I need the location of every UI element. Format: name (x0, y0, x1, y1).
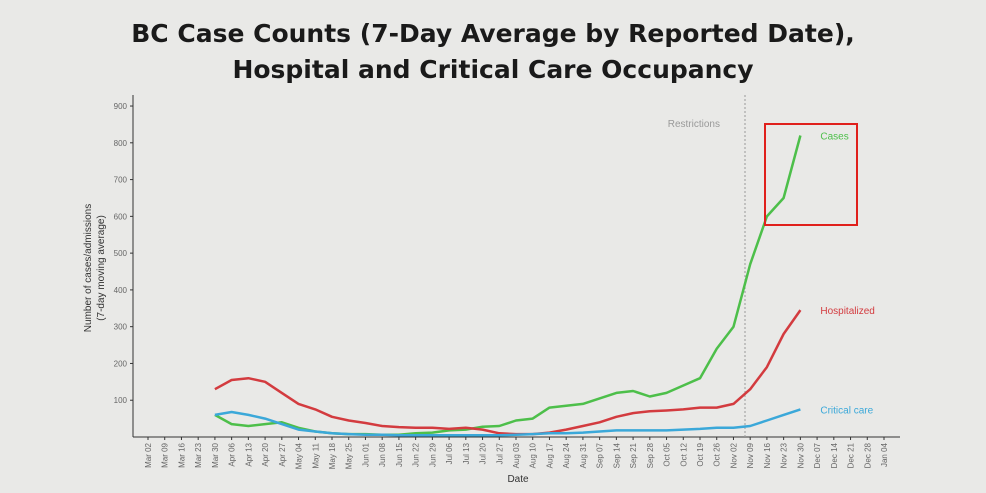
x-tick-label: Aug 10 (529, 442, 538, 468)
plot-area: 100 200 300 400 500 600 700 800 900 Mar 02 Mar 09 M… (114, 102, 889, 469)
series-label: Cases (820, 131, 848, 142)
x-tick-label: Oct 12 (679, 442, 688, 466)
x-tick-label: Apr 06 (228, 442, 237, 466)
x-tick-label: May 18 (328, 442, 337, 469)
x-tick-label: Sep 14 (612, 442, 621, 468)
x-tick-label: Dec 21 (847, 442, 856, 468)
y-tick-label: 300 (114, 323, 128, 332)
x-tick-label: Mar 23 (194, 442, 203, 467)
x-tick-label: Dec 07 (813, 442, 822, 468)
chart-title: BC Case Counts (7-Day Average by Reporte… (131, 19, 855, 48)
x-tick-label: Nov 30 (796, 442, 805, 468)
y-axis-title: Number of cases/admissions (83, 204, 94, 332)
annotation: Restrictions (668, 119, 720, 130)
x-axis-title: Date (507, 474, 529, 485)
y-tick-label: 500 (114, 249, 128, 258)
x-tick-label: Mar 30 (211, 442, 220, 467)
x-tick-label: Mar 16 (177, 442, 186, 467)
x-tick-label: Jun 29 (428, 442, 437, 467)
y-tick-label: 900 (114, 102, 128, 111)
x-tick-label: Jul 27 (495, 442, 504, 464)
y-tick-label: 700 (114, 176, 128, 185)
x-tick-label: Apr 20 (261, 442, 270, 466)
y-tick-label: 800 (114, 139, 128, 148)
x-tick-label: Jun 15 (395, 442, 404, 467)
x-tick-label: Nov 16 (763, 442, 772, 468)
highlight-box (764, 123, 858, 226)
x-tick-label: Jun 01 (361, 442, 370, 467)
x-tick-label: Apr 13 (244, 442, 253, 466)
x-tick-label: Oct 05 (663, 442, 672, 466)
x-tick-label: Aug 03 (512, 442, 521, 468)
x-tick-label: Jun 08 (378, 442, 387, 467)
x-tick-label: May 04 (295, 442, 304, 469)
series-line (214, 408, 801, 437)
y-tick-label: 400 (114, 286, 128, 295)
x-tick-label: Dec 28 (863, 442, 872, 468)
x-tick-label: Sep 07 (596, 442, 605, 468)
y-tick-label: 200 (114, 359, 128, 368)
series-label: Hospitalized (820, 306, 874, 317)
x-tick-label: Mar 09 (161, 442, 170, 467)
x-tick-label: May 11 (311, 442, 320, 468)
x-tick-label: Jul 06 (445, 442, 454, 464)
y-axis-title: (7-day moving average) (96, 215, 107, 321)
y-tick-label: 100 (114, 396, 128, 405)
x-tick-label: Nov 09 (746, 442, 755, 468)
x-tick-label: Oct 26 (713, 442, 722, 466)
x-tick-label: Nov 23 (780, 442, 789, 468)
x-tick-label: Sep 28 (646, 442, 655, 468)
x-tick-label: Jul 20 (479, 442, 488, 464)
x-tick-label: May 25 (345, 442, 354, 469)
y-tick-label: 600 (114, 212, 128, 221)
x-tick-label: Jun 22 (412, 442, 421, 467)
chart-title: Hospital and Critical Care Occupancy (232, 55, 753, 84)
series-line (214, 309, 802, 436)
x-tick-label: Apr 27 (278, 442, 287, 466)
x-tick-label: Dec 14 (830, 442, 839, 468)
series-label: Critical care (820, 405, 873, 416)
x-tick-label: Jan 04 (880, 442, 889, 467)
x-tick-label: Mar 02 (144, 442, 153, 467)
x-tick-label: Oct 19 (696, 442, 705, 466)
x-tick-label: Aug 24 (562, 442, 571, 468)
x-tick-label: Jul 13 (462, 442, 471, 464)
x-tick-label: Nov 02 (729, 442, 738, 468)
x-tick-label: Aug 17 (545, 442, 554, 468)
x-tick-label: Aug 31 (579, 442, 588, 468)
x-tick-label: Sep 21 (629, 442, 638, 468)
